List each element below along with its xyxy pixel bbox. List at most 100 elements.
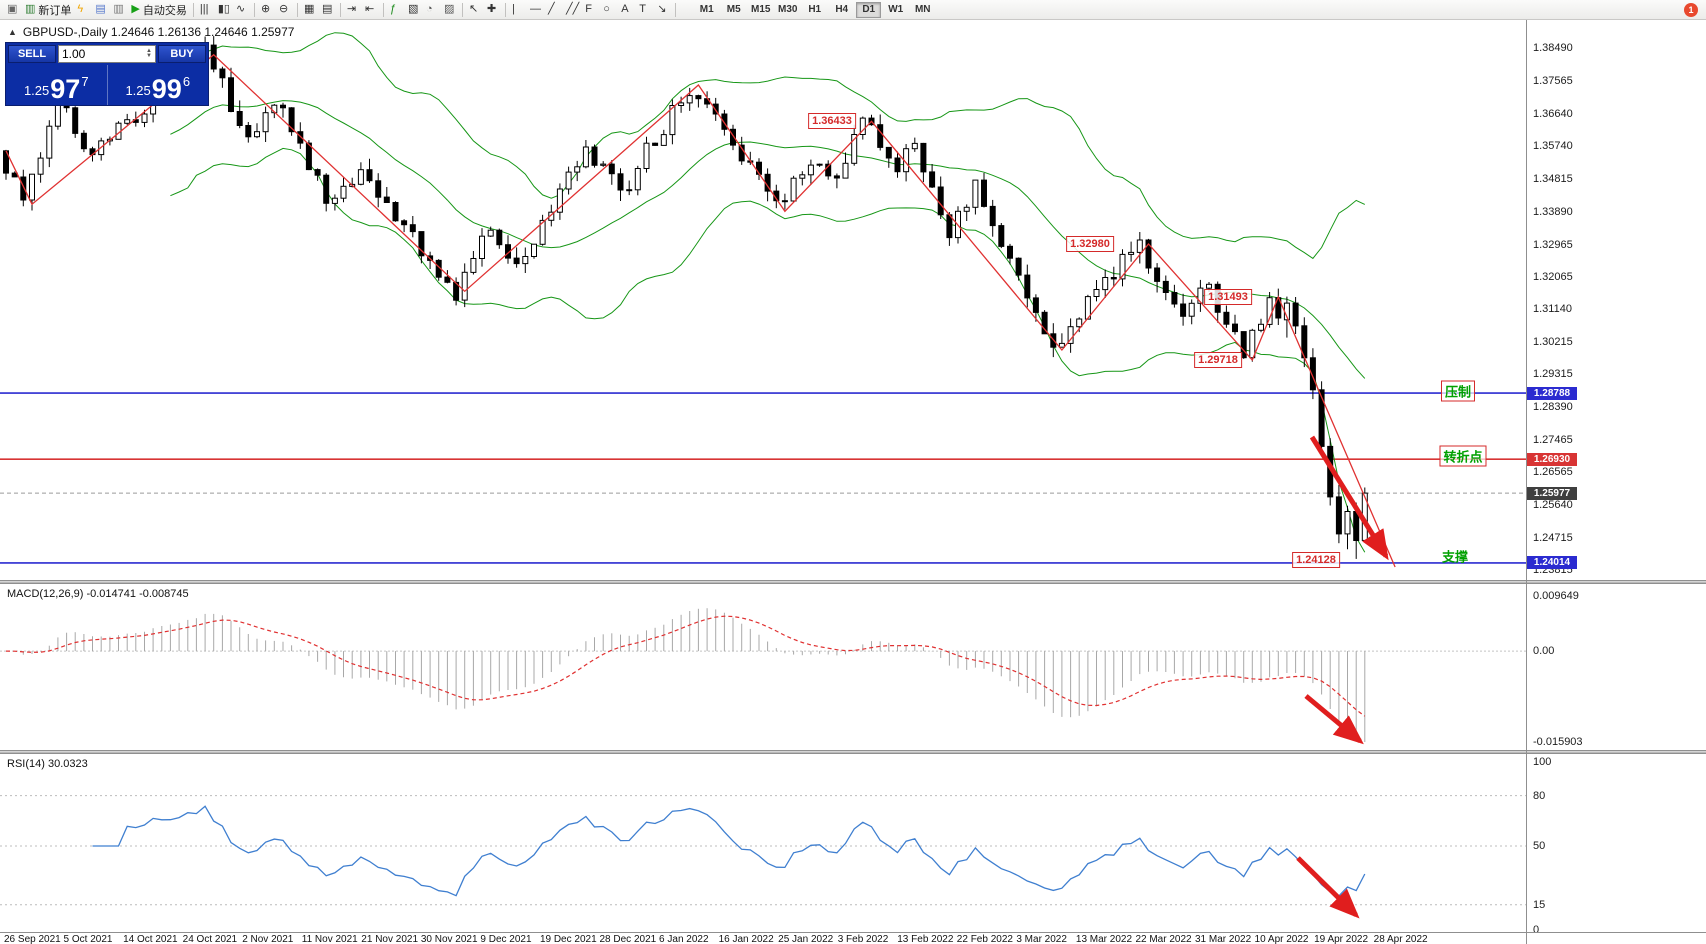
rsi-axis-label: 50 <box>1533 840 1546 852</box>
timeframe-h1-button[interactable]: H1 <box>808 4 822 15</box>
date-label: 21 Nov 2021 <box>361 934 419 944</box>
timeframe-w1-button[interactable]: W1 <box>888 4 904 15</box>
chart-window-icon[interactable]: ▣ <box>4 1 22 18</box>
metaeditor-icon[interactable]: ϟ <box>74 1 92 18</box>
cursor-icon[interactable]: ↖ <box>466 1 484 18</box>
time-axis[interactable]: 26 Sep 2021 5 Oct 2021 14 Oct 2021 24 Oct 2… <box>0 932 1706 944</box>
templates-icon[interactable]: ▨ <box>441 1 459 18</box>
toolbar-separator <box>382 2 384 17</box>
new-order-button[interactable]: ▥ 新订单 <box>22 1 74 18</box>
price-axis[interactable]: 1.38490 1.37565 1.36640 1.35740 1.34815 1.338… <box>1526 0 1706 580</box>
timeframe-mn-button[interactable]: MN <box>914 4 931 15</box>
toolbar-separator <box>339 2 341 17</box>
timeframe-m1-button[interactable]: M1 <box>699 4 714 15</box>
rsi-axis[interactable]: 100 80 50 15 0 <box>1526 754 1706 936</box>
price-axis-label: 1.34815 <box>1533 172 1573 185</box>
auto-scroll-icon[interactable]: ⇥ <box>344 1 362 18</box>
date-label: 16 Jan 2022 <box>718 934 774 944</box>
line-chart-mode-icon[interactable]: ∿ <box>233 1 251 18</box>
objects-list-icon[interactable]: ▧ <box>405 1 423 18</box>
buy-button[interactable]: BUY <box>158 45 206 63</box>
shapes-tool-icon[interactable]: ○ <box>600 1 618 18</box>
zoom-out-icon[interactable]: ⊖ <box>276 1 294 18</box>
candlestick-mode-icon: ▮▯ <box>217 3 230 15</box>
volume-spinner[interactable]: ▲ ▼ <box>146 48 152 59</box>
zoom-in-icon[interactable]: ⊕ <box>258 1 276 18</box>
chart-background[interactable] <box>0 0 1526 580</box>
rsi-axis-label: 100 <box>1533 756 1552 768</box>
timeframe-toolbar: M1 M5 M15 M30 H1 H4 D1 W1 MN <box>693 1 936 18</box>
date-label: 5 Oct 2021 <box>63 934 113 944</box>
bid-price[interactable]: 1.25 97 7 <box>6 65 108 105</box>
text-tool-icon[interactable]: A <box>618 1 636 18</box>
date-label: 22 Feb 2022 <box>956 934 1013 944</box>
navigator-icon[interactable]: ▥ <box>110 1 128 18</box>
down-arrow-annotation[interactable] <box>1309 435 1389 561</box>
date-label: 31 Mar 2022 <box>1195 934 1252 944</box>
panel-collapse-icon[interactable]: ▲ <box>8 27 17 37</box>
timeframe-m5-button[interactable]: M5 <box>726 4 741 15</box>
label-tool-icon[interactable]: T <box>636 1 654 18</box>
ask-price[interactable]: 1.25 99 6 <box>108 65 209 105</box>
rsi-panel[interactable] <box>0 754 1526 932</box>
date-label: 22 Mar 2022 <box>1135 934 1192 944</box>
macd-axis-label: -0.015903 <box>1533 736 1583 748</box>
date-label: 26 Sep 2021 <box>4 934 61 944</box>
date-label: 2 Nov 2021 <box>242 934 294 944</box>
price-axis-label: 1.26565 <box>1533 466 1573 479</box>
indicators-icon[interactable]: ƒ <box>387 1 405 18</box>
date-label: 25 Jan 2022 <box>778 934 834 944</box>
date-label: 14 Oct 2021 <box>123 934 178 944</box>
timeframe-d1-button[interactable]: D1 <box>856 1 882 18</box>
periods-icon[interactable]: ◔ <box>423 1 441 18</box>
macd-splitter[interactable] <box>0 580 1706 584</box>
main-toolbar: ▣ ▥ 新订单 ϟ ▤ ▥ ▶ 自动交易 ||| ▮▯ ∿ ⊕ ⊖ ▦ ▤ ⇥ ⇤ ƒ ▧ ◔ ▨ ↖ ✚ | — ╱ ╱╱ F ○ A T… <box>0 0 1706 20</box>
rsi-down-arrow-annotation[interactable] <box>1296 856 1360 919</box>
arrows-tool-icon[interactable]: ↘ <box>654 1 672 18</box>
volume-down-icon[interactable]: ▼ <box>146 53 152 59</box>
volume-input[interactable]: 1.00 ▲ ▼ <box>58 45 156 63</box>
toolbar-separator <box>296 2 298 17</box>
one-click-trading-panel: SELL 1.00 ▲ ▼ BUY 1.25 97 7 1.25 99 6 <box>5 42 209 106</box>
price-axis-label: 1.38490 <box>1533 42 1573 54</box>
tile-windows-icon[interactable]: ▦ <box>301 1 319 18</box>
price-line-tag[interactable]: 1.28788 <box>1527 386 1577 400</box>
timeframe-m30-button[interactable]: M30 <box>778 4 798 15</box>
autotrading-button: ▶ <box>131 3 140 15</box>
channel-tool-icon[interactable]: ╱╱ <box>563 1 582 18</box>
date-label: 28 Apr 2022 <box>1373 934 1428 944</box>
autotrading-button[interactable]: ▶ 自动交易 <box>128 1 189 18</box>
bar-chart-mode-icon[interactable]: ||| <box>197 1 215 18</box>
macd-axis[interactable]: 0.009649 0.00 -0.015903 <box>1526 584 1706 750</box>
sell-button[interactable]: SELL <box>8 45 56 63</box>
rsi-splitter[interactable] <box>0 750 1706 754</box>
vertical-line-tool-icon[interactable]: | <box>509 1 527 18</box>
crosshair-icon[interactable]: ✚ <box>484 1 502 18</box>
candlestick-mode-icon[interactable]: ▮▯ <box>215 1 233 18</box>
cascade-windows-icon[interactable]: ▤ <box>319 1 337 18</box>
zoom-out-icon: ⊖ <box>278 3 289 15</box>
trendline-tool-icon[interactable]: ╱ <box>545 1 563 18</box>
rsi-axis-label: 80 <box>1533 789 1546 802</box>
macd-down-arrow-annotation[interactable] <box>1304 694 1364 745</box>
chart-shift-icon[interactable]: ⇤ <box>362 1 380 18</box>
price-line-tag[interactable]: 1.26930 <box>1527 452 1577 466</box>
macd-panel[interactable] <box>0 584 1526 750</box>
date-label: 11 Nov 2021 <box>301 934 358 944</box>
crosshair-icon: ✚ <box>486 3 497 15</box>
rsi-axis-label: 15 <box>1533 898 1546 911</box>
cascade-windows-icon: ▤ <box>321 3 333 15</box>
price-axis-label: 1.25640 <box>1533 499 1573 512</box>
notification-badge[interactable]: 1 <box>1684 3 1698 17</box>
price-line-tag[interactable]: 1.24014 <box>1527 556 1577 570</box>
horizontal-line-tool-icon[interactable]: — <box>527 1 545 18</box>
periods-icon: ◔ <box>425 3 433 15</box>
fibonacci-tool-icon[interactable]: F <box>582 1 600 18</box>
market-watch-icon[interactable]: ▤ <box>92 1 110 18</box>
timeframe-h4-button[interactable]: H4 <box>835 4 849 15</box>
price-chart[interactable] <box>0 0 1526 580</box>
price-axis-label: 1.28390 <box>1533 401 1573 414</box>
volume-up-icon[interactable]: ▲ <box>146 48 152 54</box>
timeframe-m15-button[interactable]: M15 <box>751 4 771 15</box>
